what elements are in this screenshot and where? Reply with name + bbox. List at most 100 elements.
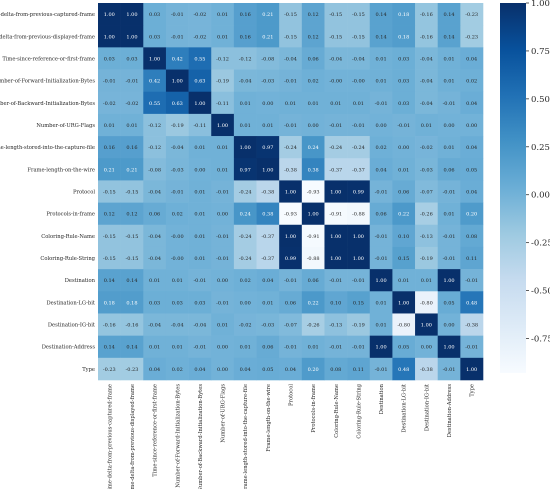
colorbar-tick-label: -0.75 xyxy=(531,334,550,344)
heatmap-value-label: -0.04 xyxy=(148,234,161,240)
heatmap-value-label: 0.04 xyxy=(376,167,387,173)
heatmap-value-label: 0.03 xyxy=(149,12,160,18)
heatmap-value-label: 0.18 xyxy=(126,300,137,306)
heatmap-value-label: 0.63 xyxy=(194,79,205,85)
heatmap-cell xyxy=(392,224,416,248)
heatmap-cell xyxy=(437,335,461,359)
heatmap-cell xyxy=(143,291,167,314)
heatmap-value-label: 0.04 xyxy=(240,367,251,373)
heatmap-cell xyxy=(279,313,303,336)
heatmap-cell xyxy=(279,25,303,48)
heatmap-value-label: 0.06 xyxy=(308,278,319,284)
heatmap-value-label: -0.01 xyxy=(126,79,139,85)
heatmap-cell xyxy=(301,224,325,248)
heatmap-cell xyxy=(165,69,189,93)
x-tick-label: Number-of-Backward-Initialization-Bytes xyxy=(198,384,204,489)
heatmap-value-label: -0.15 xyxy=(352,34,365,40)
heatmap-value-label: -0.24 xyxy=(239,190,252,196)
y-tick-label: Destination-LG-bit xyxy=(46,300,95,306)
heatmap-value-label: 0.03 xyxy=(172,300,183,306)
heatmap-value-label: -0.01 xyxy=(216,300,229,306)
heatmap-cell xyxy=(165,246,189,270)
heatmap-value-label: -0.01 xyxy=(216,190,229,196)
heatmap-value-label: 1.00 xyxy=(262,167,273,173)
heatmap-value-label: 0.18 xyxy=(398,12,409,18)
heatmap-value-label: 0.38 xyxy=(308,167,319,173)
heatmap-cell xyxy=(120,313,144,336)
heatmap-cell xyxy=(256,136,280,159)
heatmap-cell xyxy=(211,3,235,26)
heatmap-cell xyxy=(392,3,416,26)
heatmap-cell xyxy=(324,202,348,226)
heatmap-cell xyxy=(143,47,167,70)
heatmap-value-label: 0.22 xyxy=(308,300,319,306)
heatmap-cell xyxy=(188,313,212,336)
heatmap-cell xyxy=(120,158,144,181)
heatmap-cell xyxy=(120,113,144,137)
heatmap-cell xyxy=(233,136,257,159)
heatmap-cell xyxy=(415,313,439,336)
heatmap-value-label: -0.24 xyxy=(239,234,252,240)
heatmap-cell xyxy=(120,25,144,48)
heatmap-cell xyxy=(347,25,371,48)
heatmap-cell xyxy=(324,47,348,70)
heatmap-value-label: 0.12 xyxy=(308,34,319,40)
heatmap-value-label: 0.01 xyxy=(149,278,160,284)
heatmap-cell xyxy=(211,269,235,292)
heatmap-value-label: 0.01 xyxy=(149,345,160,351)
heatmap-value-label: 0.01 xyxy=(194,256,205,262)
heatmap-cell xyxy=(143,180,167,203)
heatmap-cell xyxy=(347,335,371,359)
heatmap-value-label: -0.08 xyxy=(261,56,274,62)
heatmap-cell xyxy=(256,202,280,226)
heatmap-value-label: -0.24 xyxy=(284,145,297,151)
heatmap-cell xyxy=(324,158,348,181)
heatmap-value-label: -0.04 xyxy=(420,101,433,107)
heatmap-value-label: 0.00 xyxy=(262,101,273,107)
heatmap-value-label: 0.38 xyxy=(262,212,273,218)
y-tick-label: Time-delta-from-previous-captured-frame xyxy=(0,12,95,18)
heatmap-value-label: -0.04 xyxy=(148,256,161,262)
heatmap-cell xyxy=(120,202,144,226)
heatmap-cell xyxy=(143,91,167,115)
heatmap-cell xyxy=(392,113,416,137)
heatmap-value-label: 0.22 xyxy=(398,212,409,218)
heatmap-value-label: 0.16 xyxy=(240,12,251,18)
heatmap-value-label: -0.15 xyxy=(352,12,365,18)
heatmap-cell xyxy=(369,202,393,226)
heatmap-cell xyxy=(460,91,484,115)
heatmap-value-label: -0.16 xyxy=(420,12,433,18)
heatmap-value-label: 0.01 xyxy=(126,123,137,129)
heatmap-cell xyxy=(301,25,325,48)
heatmap-value-label: 0.42 xyxy=(172,56,183,62)
heatmap-cell xyxy=(188,357,212,381)
heatmap-value-label: 0.01 xyxy=(443,145,454,151)
heatmap-cell xyxy=(460,158,484,181)
heatmap-cell xyxy=(188,3,212,26)
y-tick-label: Destination-IG-bit xyxy=(48,323,96,329)
heatmap-value-label: -0.15 xyxy=(103,256,116,262)
heatmap-value-label: -0.01 xyxy=(375,234,388,240)
heatmap-cell xyxy=(143,3,167,26)
heatmap-cell xyxy=(188,246,212,270)
heatmap-cell xyxy=(120,357,144,381)
x-tick-label: Destination-LG-bit xyxy=(402,383,408,432)
heatmap-cell xyxy=(188,224,212,248)
heatmap-cell xyxy=(369,113,393,137)
heatmap-cell xyxy=(165,25,189,48)
heatmap-value-label: 0.63 xyxy=(172,101,183,107)
heatmap-value-label: 0.12 xyxy=(308,12,319,18)
heatmap-value-label: 0.01 xyxy=(443,56,454,62)
heatmap-value-label: -0.93 xyxy=(307,190,320,196)
heatmap-cell xyxy=(120,269,144,292)
heatmap-value-label: 1.00 xyxy=(330,256,341,262)
heatmap-value-label: -0.01 xyxy=(397,123,410,129)
heatmap-cell xyxy=(369,224,393,248)
heatmap-value-label: 0.06 xyxy=(398,190,409,196)
heatmap-value-label: -0.07 xyxy=(420,190,433,196)
heatmap-value-label: -0.01 xyxy=(352,278,365,284)
heatmap-value-label: 0.99 xyxy=(353,190,364,196)
heatmap-cell xyxy=(165,291,189,314)
heatmap-value-label: -0.23 xyxy=(465,34,478,40)
heatmap-value-label: -0.16 xyxy=(126,323,139,329)
